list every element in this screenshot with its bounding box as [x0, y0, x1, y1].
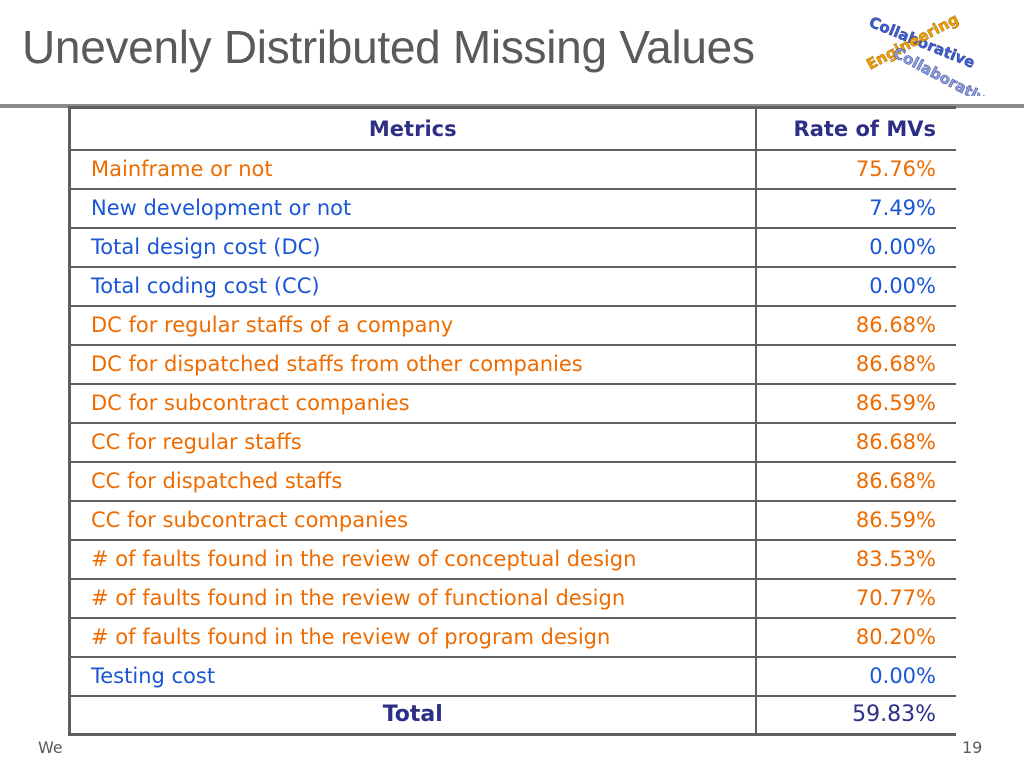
rate-cell: 80.20% [754, 616, 956, 658]
table-row: Testing cost 0.00% [68, 655, 956, 697]
rate-cell: 86.68% [754, 421, 956, 463]
metric-cell: Mainframe or not [68, 148, 757, 190]
table-body: Mainframe or not 75.76% New development or… [68, 148, 956, 736]
table-row: # of faults found in the review of conce… [68, 538, 956, 580]
rate-cell: 75.76% [754, 148, 956, 190]
metric-cell: Total design cost (DC) [68, 226, 757, 268]
table-row: Total coding cost (CC) 0.00% [68, 265, 956, 307]
table-row: # of faults found in the review of progr… [68, 616, 956, 658]
rate-cell: 7.49% [754, 187, 956, 229]
total-label: Total [68, 694, 757, 736]
table-row: Mainframe or not 75.76% [68, 148, 956, 190]
total-row: Total 59.83% [68, 694, 956, 736]
rate-cell: 0.00% [754, 655, 956, 697]
metric-cell: CC for regular staffs [68, 421, 757, 463]
rate-cell: 86.68% [754, 460, 956, 502]
rate-cell: 86.59% [754, 499, 956, 541]
page-number: 19 [962, 738, 983, 757]
collaborative-engineering-logo: Collaborative Engineering Collaborative [863, 10, 998, 96]
header-rate: Rate of MVs [754, 106, 956, 151]
slide-title: Unevenly Distributed Missing Values [22, 21, 755, 73]
metric-cell: # of faults found in the review of funct… [68, 577, 757, 619]
metric-cell: # of faults found in the review of progr… [68, 616, 757, 658]
rate-cell: 0.00% [754, 226, 956, 268]
metric-cell: DC for regular staffs of a company [68, 304, 757, 346]
total-rate: 59.83% [754, 694, 956, 736]
metric-cell: Total coding cost (CC) [68, 265, 757, 307]
table-row: DC for dispatched staffs from other comp… [68, 343, 956, 385]
rate-cell: 70.77% [754, 577, 956, 619]
metric-cell: Testing cost [68, 655, 757, 697]
table-row: CC for dispatched staffs 86.68% [68, 460, 956, 502]
metric-cell: # of faults found in the review of conce… [68, 538, 757, 580]
rate-cell: 83.53% [754, 538, 956, 580]
footer-text: We [38, 738, 63, 757]
table-row: New development or not 7.49% [68, 187, 956, 229]
table-row: # of faults found in the review of funct… [68, 577, 956, 619]
table-row: CC for regular staffs 86.68% [68, 421, 956, 463]
header-metrics: Metrics [68, 106, 757, 151]
metric-cell: DC for dispatched staffs from other comp… [68, 343, 757, 385]
table-row: CC for subcontract companies 86.59% [68, 499, 956, 541]
metric-cell: CC for subcontract companies [68, 499, 757, 541]
rate-cell: 86.68% [754, 304, 956, 346]
table-header-row: Metrics Rate of MVs [68, 106, 956, 151]
missing-values-table: Metrics Rate of MVs Mainframe or not 75.7… [68, 106, 956, 736]
table-row: Total design cost (DC) 0.00% [68, 226, 956, 268]
metric-cell: CC for dispatched staffs [68, 460, 757, 502]
rate-cell: 86.59% [754, 382, 956, 424]
table-container: Metrics Rate of MVs Mainframe or not 75.7… [68, 106, 956, 768]
rate-cell: 0.00% [754, 265, 956, 307]
table-row: DC for subcontract companies 86.59% [68, 382, 956, 424]
rate-cell: 86.68% [754, 343, 956, 385]
metric-cell: New development or not [68, 187, 757, 229]
table-row: DC for regular staffs of a company 86.68% [68, 304, 956, 346]
metric-cell: DC for subcontract companies [68, 382, 757, 424]
